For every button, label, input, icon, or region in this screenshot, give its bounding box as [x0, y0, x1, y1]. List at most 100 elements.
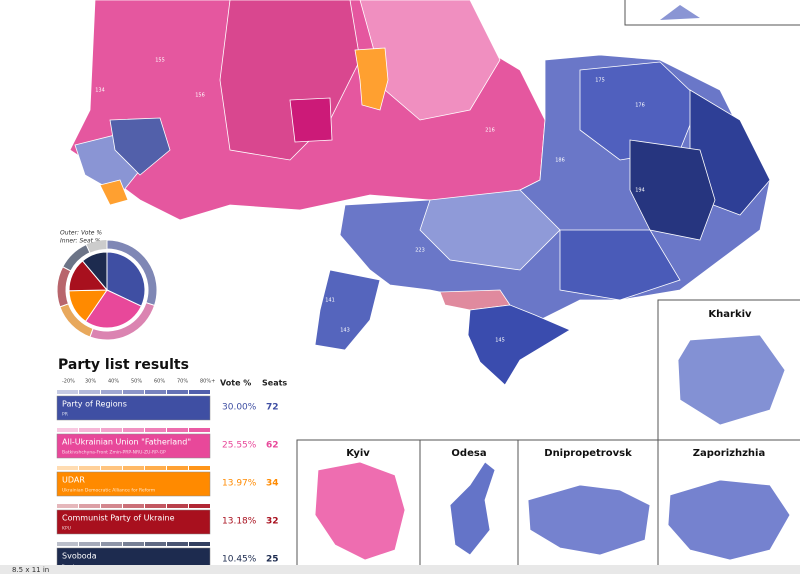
seats-header: Seats — [262, 379, 287, 388]
scale-swatch — [57, 390, 78, 394]
district-label: 143 — [340, 328, 350, 334]
district-label: 134 — [95, 88, 105, 94]
scale-swatch — [145, 466, 166, 470]
inset-dnipropetrovsk-shape — [527, 484, 651, 556]
district-label: 194 — [635, 188, 645, 194]
scale-swatch — [101, 542, 122, 546]
seat-slice — [81, 251, 108, 292]
status-bar — [0, 565, 800, 574]
inset-title: Zaporizhzhia — [693, 448, 765, 459]
scale-swatch — [79, 466, 100, 470]
scale-swatch — [123, 504, 144, 508]
district-label: 223 — [415, 248, 425, 254]
inset-title: Kharkiv — [708, 309, 752, 320]
vote-percent: 10.45% — [222, 555, 257, 565]
scale-swatch — [167, 504, 188, 508]
scale-label: 40% — [108, 379, 119, 385]
party-bar — [56, 509, 211, 535]
scale-label: 60% — [154, 379, 165, 385]
scale-swatch — [189, 466, 210, 470]
vote-percent: 25.55% — [222, 441, 257, 451]
inset-title: Odesa — [451, 448, 486, 459]
scale-swatch — [167, 542, 188, 546]
district-label: 175 — [595, 78, 605, 84]
scale-swatch — [57, 428, 78, 432]
party-subtitle: KPU — [62, 526, 71, 532]
scale-swatch — [189, 390, 210, 394]
seats: 72 — [266, 403, 279, 413]
region-kyiv-city — [354, 47, 389, 111]
scale-label: 70% — [177, 379, 188, 385]
party-bar — [56, 395, 211, 421]
scale-label: 80%+ — [200, 379, 215, 385]
party-name: UDAR — [62, 476, 85, 485]
party-bar — [56, 433, 211, 459]
region-crimea — [467, 304, 571, 386]
scale-swatch — [145, 542, 166, 546]
scale-swatch — [79, 390, 100, 394]
scale-swatch — [167, 390, 188, 394]
scale-swatch — [57, 542, 78, 546]
page-size: 8.5 x 11 in — [12, 566, 49, 574]
party-subtitle: PR — [62, 412, 68, 418]
district-label: 145 — [495, 338, 505, 344]
scale-swatch — [189, 504, 210, 508]
inset-shape — [660, 5, 700, 20]
party-bar — [56, 471, 211, 497]
inset-kharkiv-shape — [677, 334, 786, 426]
scale-swatch — [167, 466, 188, 470]
scale-swatch — [57, 466, 78, 470]
scale-label: 50% — [131, 379, 142, 385]
seat-slice — [84, 289, 143, 329]
region-center-light — [419, 189, 561, 271]
scale-swatch — [101, 466, 122, 470]
vote-percent: 13.18% — [222, 517, 257, 527]
scale-swatch — [79, 428, 100, 432]
legend-outer: Outer: Vote % — [60, 230, 102, 237]
party-name: Svoboda — [62, 552, 97, 561]
insets — [296, 299, 800, 574]
donut — [56, 239, 158, 341]
district-label: 141 — [325, 298, 335, 304]
district-label: 186 — [555, 158, 565, 164]
scale-swatch — [145, 428, 166, 432]
scale-swatch — [189, 428, 210, 432]
results-panel — [48, 345, 298, 574]
scale-swatch — [101, 504, 122, 508]
district-label: 216 — [485, 128, 495, 134]
scale-swatch — [79, 542, 100, 546]
inset-zaporizhzhia-shape — [667, 479, 791, 561]
vote-percent: 30.00% — [222, 403, 257, 413]
scale-swatch — [123, 390, 144, 394]
scale-swatch — [57, 504, 78, 508]
scale-swatch — [145, 390, 166, 394]
district-label: 155 — [155, 58, 165, 64]
region-zaporizhzhia — [559, 229, 681, 301]
party-name: Communist Party of Ukraine — [62, 514, 175, 523]
inset-odesa-shape — [449, 461, 496, 556]
party-subtitle: Ukrainian Democratic Alliance for Reform — [62, 488, 155, 494]
inset-kyiv-shape — [314, 461, 406, 561]
scale-swatch — [123, 428, 144, 432]
scale-swatch — [101, 428, 122, 432]
scale-swatch — [145, 504, 166, 508]
legend-inner: Inner: Seat % — [60, 238, 101, 245]
region-orange — [99, 179, 129, 206]
seats: 25 — [266, 555, 279, 565]
inset-title: Kyiv — [346, 448, 370, 459]
scale-swatch — [167, 428, 188, 432]
inset-title: Dnipropetrovsk — [544, 448, 632, 459]
results-title: Party list results — [58, 357, 189, 373]
scale-label: 30% — [85, 379, 96, 385]
district-label: 156 — [195, 93, 205, 99]
inset-frame — [624, 0, 800, 26]
scale-swatch — [123, 466, 144, 470]
map — [69, 0, 771, 386]
region-zakarpattia — [109, 117, 171, 176]
seats: 62 — [266, 441, 279, 451]
seats: 32 — [266, 517, 279, 527]
scale-label: -20% — [62, 379, 75, 385]
party-subtitle: Batkivshchyna-Front Zmin-PRP-NRU-ZU-RP-G… — [62, 450, 166, 456]
seat-slice — [106, 251, 146, 307]
